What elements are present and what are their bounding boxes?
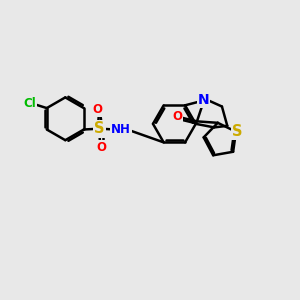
Text: Cl: Cl <box>24 98 37 110</box>
Text: O: O <box>97 141 107 154</box>
Text: O: O <box>172 110 182 123</box>
Text: S: S <box>232 124 242 139</box>
Text: NH: NH <box>111 123 130 136</box>
Text: O: O <box>92 103 102 116</box>
Text: N: N <box>198 93 209 107</box>
Text: S: S <box>94 122 104 136</box>
